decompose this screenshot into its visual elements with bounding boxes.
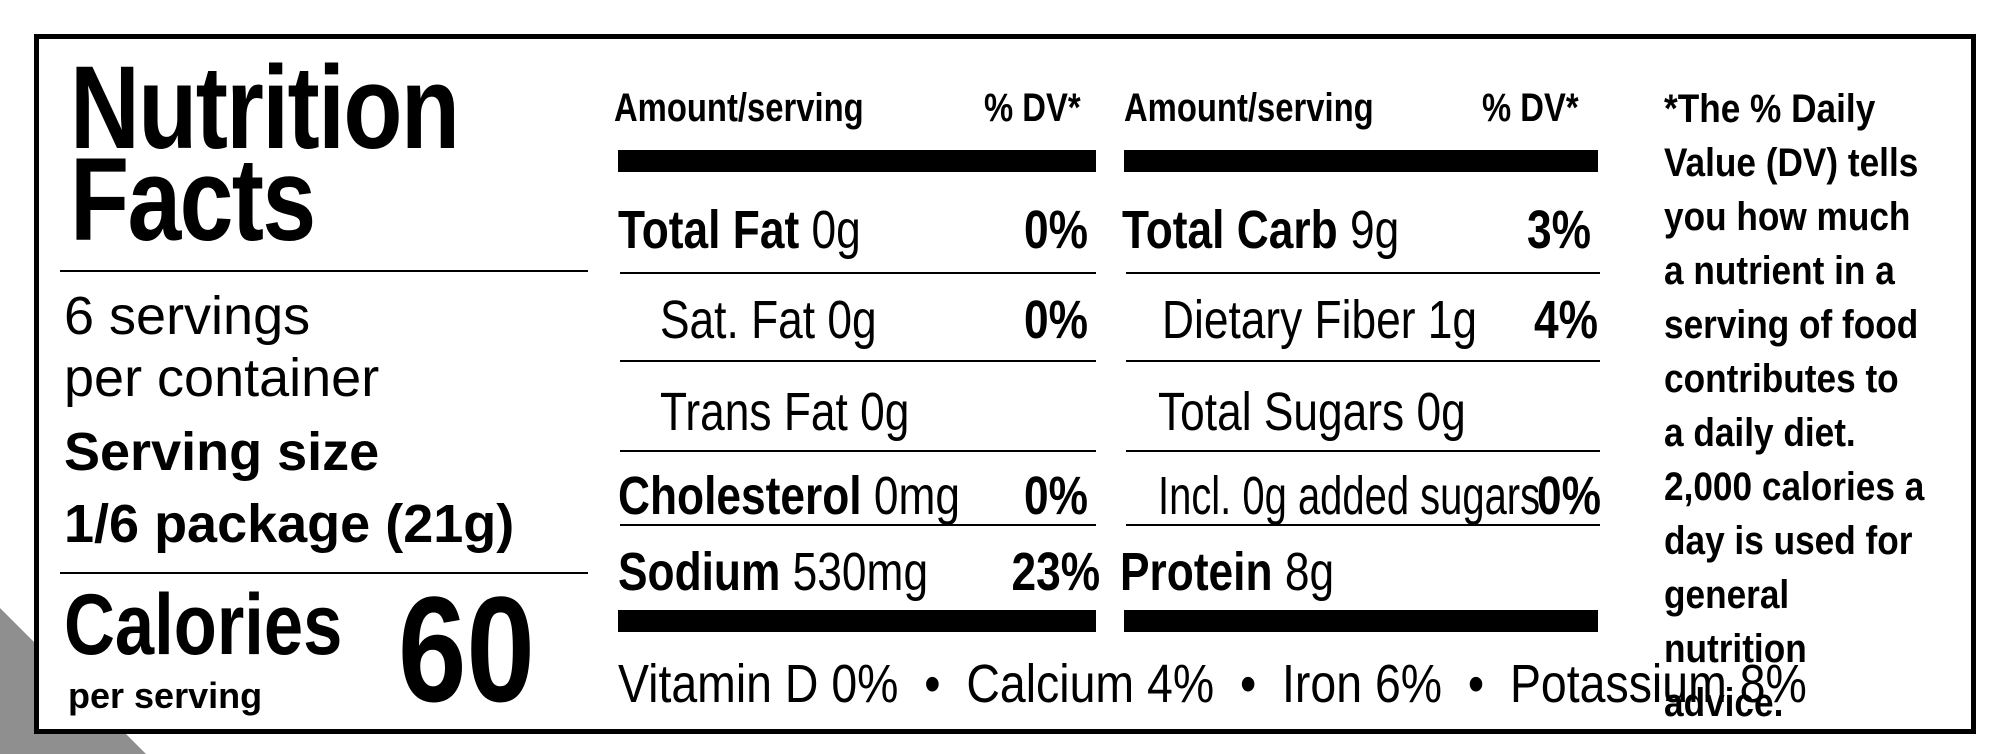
- title: Nutrition: [70, 42, 544, 174]
- dv-sat-fat: 0%: [1024, 290, 1088, 350]
- calories-per-serving: per serving: [68, 675, 263, 716]
- bullet: •: [1239, 654, 1257, 714]
- thick-rule: [618, 610, 1096, 632]
- divider: [620, 360, 1096, 362]
- divider: [620, 272, 1096, 274]
- dv-cholesterol: 0%: [1024, 466, 1088, 526]
- divider: [1126, 524, 1600, 526]
- thick-rule: [618, 150, 1096, 172]
- nutrient-row-sat-fat: Sat. Fat 0g: [660, 290, 877, 350]
- nutrient-row-cholesterol: Cholesterol 0mg: [618, 466, 961, 526]
- title-line-2: Facts: [70, 134, 316, 266]
- calories-value: 60: [398, 565, 535, 733]
- dv-added-sugars: 0%: [1537, 466, 1601, 526]
- nutrient-row-total-sugars: Total Sugars 0g: [1158, 382, 1466, 442]
- serving-size-value: 1/6 package (21g): [64, 494, 515, 554]
- divider: [620, 450, 1096, 452]
- title-line-1: Nutrition: [70, 42, 460, 174]
- calcium: Calcium 4%: [966, 654, 1215, 714]
- thick-rule: [1124, 610, 1598, 632]
- right-header-amount: Amount/serving: [1124, 86, 1374, 130]
- bullet: •: [1467, 654, 1485, 714]
- nutrient-row-added-sugars: Incl. 0g added sugars: [1158, 466, 1541, 526]
- vitamins-row: Vitamin D 0% • Calcium 4% • Iron 6% • Po…: [618, 654, 2000, 714]
- nutrient-row-trans-fat: Trans Fat 0g: [660, 382, 910, 442]
- nutrient-row-sodium: Sodium 530mg: [618, 542, 929, 602]
- potassium: Potassium 8%: [1509, 654, 1807, 714]
- calories-label: Calories: [64, 577, 343, 673]
- divider: [60, 270, 588, 272]
- vitamin-d: Vitamin D 0%: [618, 654, 899, 714]
- nutrient-row-total-fat: Total Fat 0g: [618, 200, 861, 260]
- thick-rule: [1124, 150, 1598, 172]
- dv-dietary-fiber: 4%: [1534, 290, 1598, 350]
- dv-total-fat: 0%: [1024, 200, 1088, 260]
- left-header-dv: % DV*: [984, 86, 1081, 130]
- nutrient-row-dietary-fiber: Dietary Fiber 1g: [1162, 290, 1478, 350]
- dv-sodium: 23%: [1011, 542, 1100, 602]
- nutrient-row-total-carb: Total Carb 9g: [1122, 200, 1400, 260]
- bullet: •: [924, 654, 941, 714]
- servings-line-2: per container: [64, 348, 380, 408]
- nutrient-row-protein: Protein 8g: [1120, 542, 1335, 602]
- iron: Iron 6%: [1282, 654, 1443, 714]
- daily-value-footnote: *The % Daily Value (DV) tells you how mu…: [1664, 87, 1925, 725]
- servings-per-container: 6 servings: [64, 286, 310, 346]
- title-line-2-wrap: Facts: [70, 134, 368, 266]
- servings-line-2-wrap: per container: [64, 348, 379, 408]
- left-header-amount: Amount/serving: [614, 86, 864, 130]
- divider: [60, 572, 588, 574]
- right-header-dv: % DV*: [1482, 86, 1579, 130]
- divider: [1126, 450, 1600, 452]
- divider: [620, 524, 1096, 526]
- divider: [1126, 272, 1600, 274]
- divider: [1126, 360, 1600, 362]
- servings-line-1: 6 servings: [64, 286, 311, 346]
- serving-size-label: Serving size: [64, 422, 380, 482]
- dv-total-carb: 3%: [1527, 200, 1591, 260]
